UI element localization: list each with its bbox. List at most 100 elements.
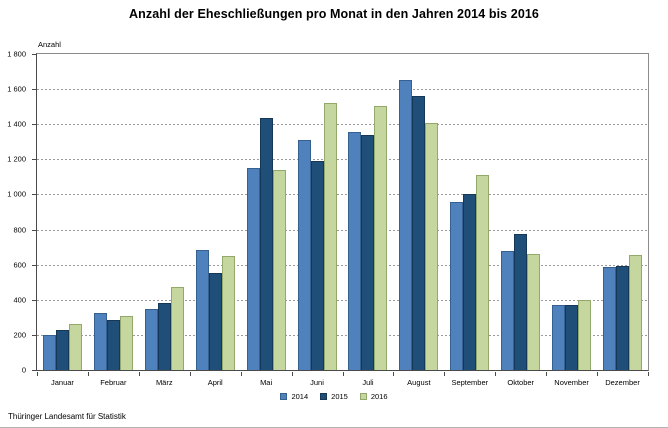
y-tick-mark xyxy=(32,229,36,231)
x-tick-mark xyxy=(37,372,38,376)
bar-2015-Juni xyxy=(310,161,324,370)
legend-item-2016: 2016 xyxy=(359,392,388,401)
x-tick-mark xyxy=(495,372,496,376)
bar-2016-April xyxy=(221,256,235,370)
bar-2016-März xyxy=(170,287,184,370)
y-tick-mark xyxy=(32,370,36,371)
bar-2014-April xyxy=(195,250,209,370)
bar-2015-Juli xyxy=(361,135,375,370)
y-tick-mark xyxy=(32,194,36,196)
x-axis: Januar Februar März April Mai Juni Juli August S… xyxy=(36,371,649,391)
y-tick-mark xyxy=(32,334,36,336)
x-tick-label: Mai xyxy=(260,378,273,387)
bar-2016-Februar xyxy=(119,316,133,370)
x-tick-mark xyxy=(648,372,649,376)
y-tick-label: 1 000 xyxy=(7,189,26,199)
y-tick-label: 0 xyxy=(21,365,26,375)
bar-2016-August xyxy=(425,123,439,370)
gridline-1400 xyxy=(37,124,648,126)
y-tick-label: 1 800 xyxy=(7,49,26,59)
x-tick-mark xyxy=(241,372,242,376)
bar-2016-Mai xyxy=(272,170,286,370)
x-tick-label: August xyxy=(407,378,431,387)
x-tick-mark xyxy=(546,372,547,376)
bar-2015-April xyxy=(208,273,222,370)
legend-label: 2014 xyxy=(291,392,309,401)
y-tick-mark xyxy=(32,264,36,266)
x-tick-mark xyxy=(190,372,191,376)
x-tick-mark xyxy=(292,372,293,376)
x-tick-label: März xyxy=(155,378,173,387)
y-tick-label: 600 xyxy=(13,260,26,270)
legend-label: 2015 xyxy=(331,392,348,401)
bar-2015-September xyxy=(463,194,477,370)
gridline-800 xyxy=(37,229,648,231)
bar-2016-Juli xyxy=(374,106,388,370)
y-tick-mark xyxy=(32,299,36,301)
x-tick-label: September xyxy=(451,378,489,387)
x-tick-mark xyxy=(343,372,344,376)
bar-2014-Juli xyxy=(348,132,362,370)
y-tick-mark xyxy=(32,159,36,161)
chart-plot-area xyxy=(36,53,649,371)
gridline-1000 xyxy=(37,194,648,196)
y-axis: 0 200 400 600 800 1 000 1 200 1 400 1 600 1 800 xyxy=(0,49,36,375)
bar-2014-Mai xyxy=(246,168,260,370)
bar-2015-Mai xyxy=(259,118,273,370)
x-tick-label: April xyxy=(207,378,223,387)
bar-2015-Februar xyxy=(106,320,120,370)
y-tick-label: 1 200 xyxy=(7,154,26,164)
legend: 2014 2015 2016 xyxy=(0,392,668,401)
bar-2016-November xyxy=(578,300,592,370)
legend-item-2014: 2014 xyxy=(280,392,308,401)
bar-2015-August xyxy=(412,96,426,370)
y-tick-label: 400 xyxy=(13,295,26,305)
bar-2014-Dezember xyxy=(603,267,617,370)
x-tick-mark xyxy=(88,372,89,376)
bar-2014-August xyxy=(399,80,413,370)
legend-swatch-icon xyxy=(280,393,288,400)
y-tick-label: 1 400 xyxy=(7,119,26,129)
bar-2016-September xyxy=(476,175,490,370)
gridline-1600 xyxy=(37,89,648,91)
bar-2014-Juni xyxy=(297,140,311,370)
x-tick-label: Januar xyxy=(50,378,74,387)
y-tick-label: 800 xyxy=(13,225,26,235)
legend-item-2015: 2015 xyxy=(320,392,348,401)
bar-2016-Dezember xyxy=(629,255,643,370)
bar-2016-Juni xyxy=(323,103,337,370)
gridline-200 xyxy=(37,334,648,336)
bar-2014-Januar xyxy=(42,335,56,370)
bar-2014-November xyxy=(552,305,566,370)
chart-title: Anzahl der Eheschließungen pro Monat in … xyxy=(129,7,539,21)
x-tick-label: Juni xyxy=(310,378,324,387)
bar-2014-Oktober xyxy=(501,251,515,370)
bar-2015-März xyxy=(157,303,171,370)
x-tick-mark xyxy=(393,372,394,376)
bar-2014-März xyxy=(144,309,158,370)
bar-2014-September xyxy=(450,202,464,370)
y-tick-mark xyxy=(32,54,36,55)
y-tick-mark xyxy=(32,124,36,126)
x-tick-label: Dezember xyxy=(605,378,640,387)
bar-2015-Oktober xyxy=(514,234,528,370)
gridline-600 xyxy=(37,264,648,266)
x-tick-label: Oktober xyxy=(507,378,535,387)
x-tick-label: Februar xyxy=(100,378,127,387)
x-tick-mark xyxy=(139,372,140,376)
y-tick-label: 200 xyxy=(13,330,26,340)
bar-2014-Februar xyxy=(93,313,107,370)
y-tick-mark xyxy=(32,89,36,91)
y-axis-title: Anzahl xyxy=(38,40,61,49)
legend-swatch-icon xyxy=(359,393,367,400)
legend-swatch-icon xyxy=(320,393,328,400)
gridline-400 xyxy=(37,299,648,301)
y-tick-label: 1 600 xyxy=(7,84,26,94)
legend-label: 2016 xyxy=(370,392,388,401)
bar-2015-November xyxy=(565,305,579,370)
gridline-1200 xyxy=(37,159,648,161)
x-tick-mark xyxy=(444,372,445,376)
x-tick-label: November xyxy=(554,378,589,387)
bar-2015-Dezember xyxy=(616,266,630,370)
